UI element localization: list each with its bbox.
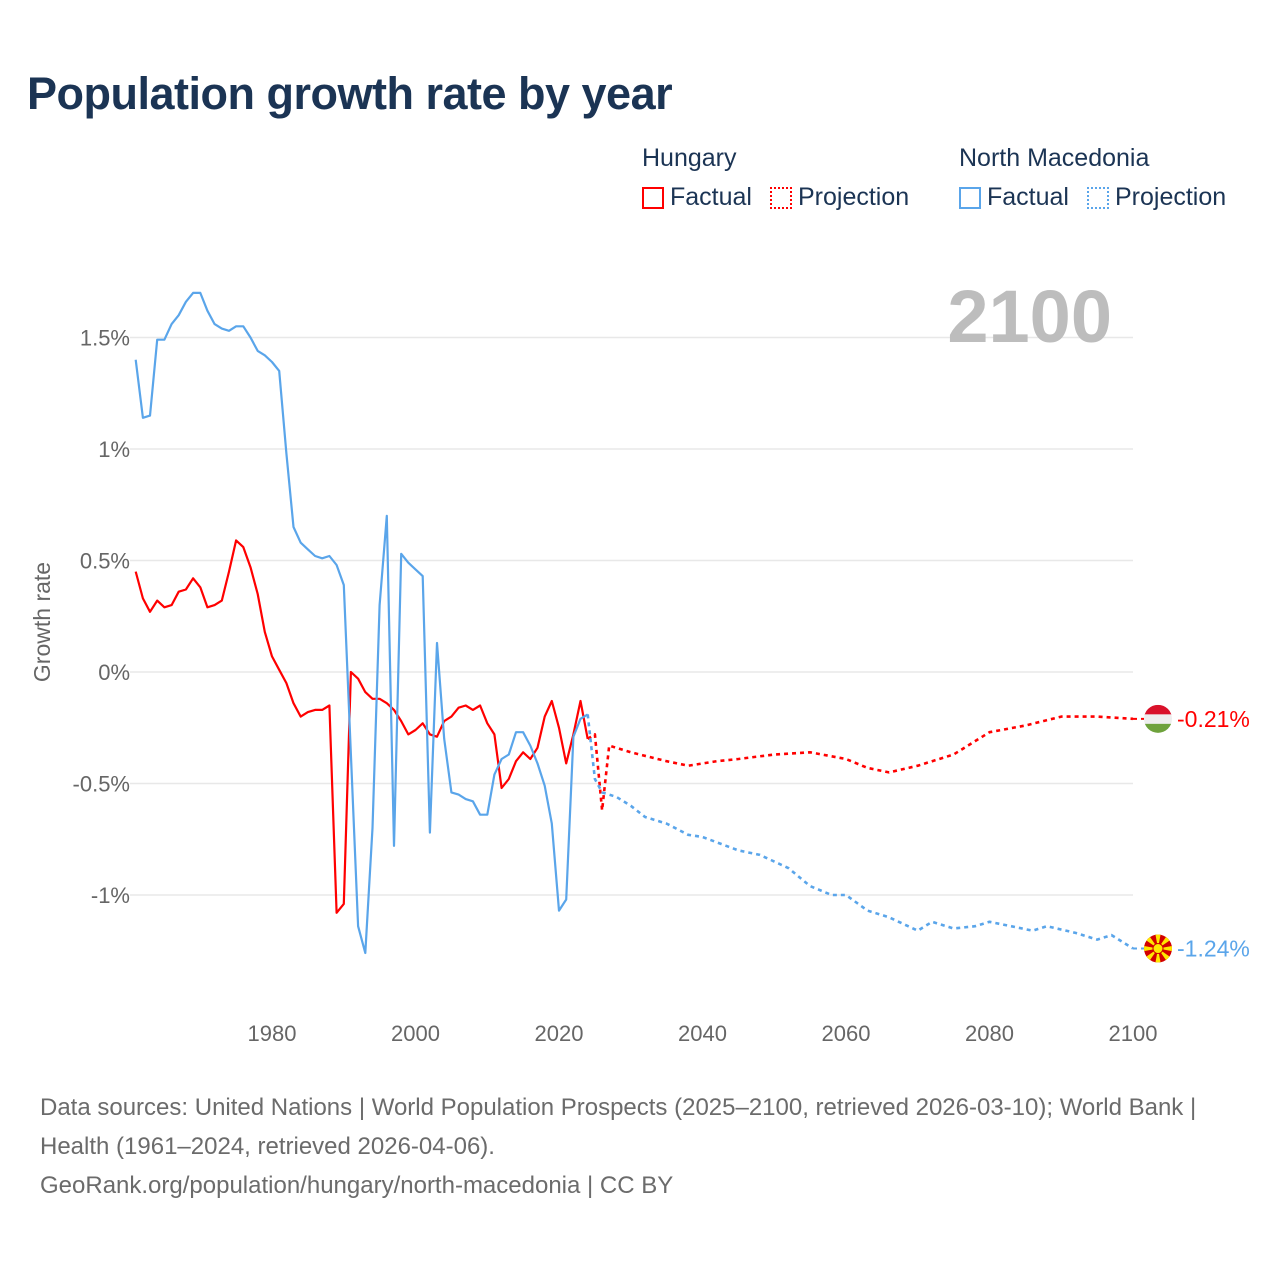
legend-country-hungary: Hungary xyxy=(642,144,737,172)
end-value-label: -0.21% xyxy=(1177,706,1250,732)
north-macedonia-flag-icon xyxy=(1144,934,1172,963)
legend-swatch-solid xyxy=(642,186,664,209)
legend-item-hungary-projection[interactable]: Projection xyxy=(769,183,910,212)
x-tick-label: 2060 xyxy=(822,1021,871,1046)
legend-swatch-dotted xyxy=(769,186,792,209)
x-tick-label: 2080 xyxy=(965,1021,1014,1046)
source-link[interactable]: GeoRank.org/population/hungary/north-mac… xyxy=(40,1172,674,1199)
hungary-flag-icon xyxy=(1144,704,1172,733)
legend-swatch-dotted xyxy=(1086,186,1109,209)
legend-swatch-solid xyxy=(959,186,981,209)
y-axis-label: Growth rate xyxy=(29,562,55,682)
y-tick-label: 0% xyxy=(98,660,130,685)
y-tick-label: -1% xyxy=(91,883,130,908)
series-line-north-macedonia-projection xyxy=(586,714,1134,950)
legend-item-hungary-factual[interactable]: Factual xyxy=(642,183,752,212)
y-tick-label: -0.5% xyxy=(73,772,130,797)
data-sources: Data sources: United Nations | World Pop… xyxy=(40,1094,1197,1160)
series-line-north-macedonia-factual xyxy=(134,291,589,955)
chart-title: Population growth rate by year xyxy=(27,68,673,119)
x-tick-label: 2000 xyxy=(391,1021,440,1046)
year-display: 2100 xyxy=(947,275,1112,358)
x-tick-label: 1980 xyxy=(248,1021,297,1046)
x-tick-label: 2020 xyxy=(535,1021,584,1046)
legend-hungary: Hungary Factual Projection xyxy=(642,144,919,212)
legend-item-nm-projection[interactable]: Projection xyxy=(1086,183,1227,212)
footer: Data sources: United Nations | World Pop… xyxy=(40,1088,1240,1205)
x-tick-label: 2040 xyxy=(678,1021,727,1046)
y-tick-label: 0.5% xyxy=(80,549,130,574)
x-tick-label: 2100 xyxy=(1109,1021,1158,1046)
legend-label: Factual xyxy=(670,183,752,211)
legend-label: Projection xyxy=(797,183,910,211)
legend-label: Projection xyxy=(1114,183,1227,211)
y-tick-label: 1.5% xyxy=(80,326,130,351)
end-value-label: -1.24% xyxy=(1177,936,1250,962)
legend-country-north-macedonia: North Macedonia xyxy=(959,144,1150,172)
legend-label: Factual xyxy=(987,183,1069,211)
legend-item-nm-factual[interactable]: Factual xyxy=(959,183,1069,212)
legend-north-macedonia: North Macedonia Factual Projection xyxy=(959,144,1236,212)
series-line-hungary-projection xyxy=(587,715,1134,812)
series-line-hungary-factual xyxy=(134,539,589,914)
y-tick-label: 1% xyxy=(98,437,130,462)
